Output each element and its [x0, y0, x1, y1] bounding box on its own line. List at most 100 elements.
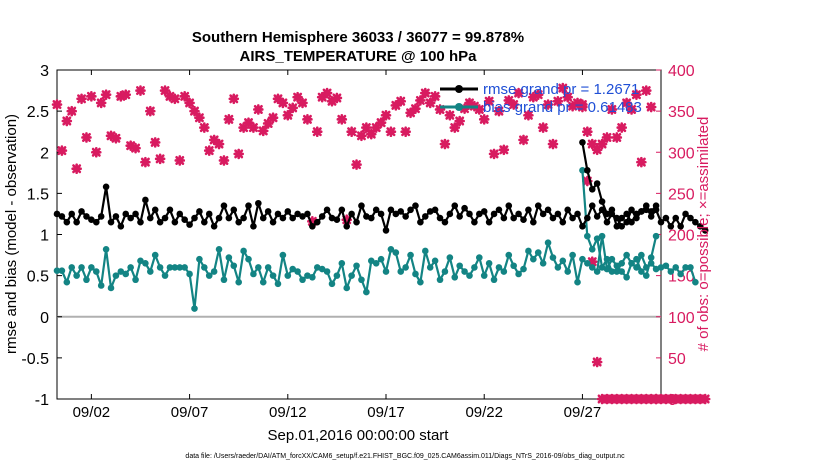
rmse-point [564, 206, 571, 214]
bias-point [235, 278, 242, 286]
obs-count-marker [365, 128, 377, 140]
bias-point [549, 254, 557, 261]
rmse-point [353, 218, 360, 226]
bias-point [353, 262, 360, 270]
rmse-point [83, 213, 90, 220]
rmse-point [584, 167, 591, 174]
bias-point [392, 249, 400, 256]
obs-count-marker [518, 134, 529, 146]
rmse-point [657, 218, 665, 226]
bias-point [677, 270, 684, 278]
rmse-point [539, 210, 547, 218]
bias-point [397, 268, 405, 275]
bias-point [382, 268, 390, 275]
obs-count-marker [321, 87, 333, 99]
rmse-point [220, 202, 228, 210]
rmse-point [544, 206, 552, 214]
bias-point [593, 235, 601, 242]
obs-count-marker [631, 89, 642, 100]
bias-point [569, 251, 576, 259]
bias-point [574, 278, 581, 286]
obs-count-marker [542, 99, 554, 110]
obs-count-marker [140, 156, 151, 168]
bias-point [279, 251, 287, 259]
bias-point [515, 270, 522, 278]
obs-count-marker [76, 93, 87, 105]
obs-count-marker [184, 97, 195, 109]
obs-count-marker [51, 99, 63, 110]
obs-count-marker [621, 97, 632, 109]
bias-point [147, 268, 154, 275]
obs-count-marker [169, 93, 181, 105]
rmse-point [436, 214, 444, 222]
bias-point [559, 257, 567, 265]
obs-count-marker [449, 122, 461, 133]
legend-rmse-marker [455, 85, 463, 93]
y-left-tick-label: 1 [40, 228, 49, 245]
bias-point [299, 276, 306, 284]
bias-point [205, 272, 213, 279]
obs-count-marker [567, 100, 578, 112]
obs-count-marker [130, 142, 141, 154]
series-layer [51, 82, 711, 405]
rmse-point [102, 183, 110, 191]
rmse-point [323, 206, 331, 214]
obs-count-marker [66, 105, 78, 117]
plot-frame [56, 69, 662, 400]
obs-count-marker [532, 89, 544, 100]
obs-count-marker [591, 144, 603, 156]
rmse-point [623, 218, 630, 226]
obs-count-marker [336, 114, 348, 125]
rmse-point [151, 206, 159, 214]
obs-count-marker [459, 103, 470, 114]
bias-point [343, 284, 351, 292]
obs-count-marker [351, 159, 362, 170]
obs-count-marker [159, 85, 171, 96]
obs-count-marker [326, 95, 338, 107]
rmse-point [142, 196, 149, 204]
obs-count-marker [586, 256, 598, 267]
obs-count-marker [375, 117, 387, 128]
rmse-point [510, 214, 517, 222]
rmse-point [549, 214, 557, 222]
bias-point [642, 272, 650, 279]
bias-point [480, 272, 488, 279]
rmse-point [97, 213, 105, 220]
rmse-point [696, 222, 704, 230]
rmse-point [309, 222, 316, 230]
rmse-point [593, 180, 601, 187]
rmse-point [392, 210, 400, 218]
bias-point [638, 251, 645, 259]
obs-count-marker [636, 156, 647, 168]
rmse-point [446, 210, 454, 218]
rmse-point [176, 210, 184, 218]
bias-point [102, 246, 110, 253]
rmse-point [662, 214, 670, 222]
rmse-point [343, 222, 351, 230]
bias-point [608, 268, 616, 275]
bias-point [112, 272, 120, 279]
rmse-point [672, 214, 680, 222]
obs-count-marker [316, 91, 328, 103]
bias-point [692, 278, 699, 286]
obs-count-marker [645, 101, 657, 113]
bias-point [672, 264, 680, 271]
rmse-series [53, 139, 709, 234]
obs-count-marker [424, 97, 436, 109]
obs-count-marker [419, 87, 431, 99]
obs-count-marker [341, 214, 353, 225]
bias-point [687, 264, 694, 271]
bias-point [525, 247, 532, 255]
obs-count-marker [277, 97, 289, 109]
rmse-point [156, 218, 164, 226]
rmse-point [245, 202, 252, 210]
obs-count-marker [488, 148, 500, 160]
rmse-point [377, 210, 385, 218]
bias-point [579, 167, 586, 174]
rmse-point [166, 206, 174, 214]
obs-count-marker [552, 95, 564, 107]
bias-point [598, 232, 606, 240]
bias-point [215, 246, 223, 253]
bias-point [171, 264, 179, 271]
bias-point [505, 251, 513, 259]
